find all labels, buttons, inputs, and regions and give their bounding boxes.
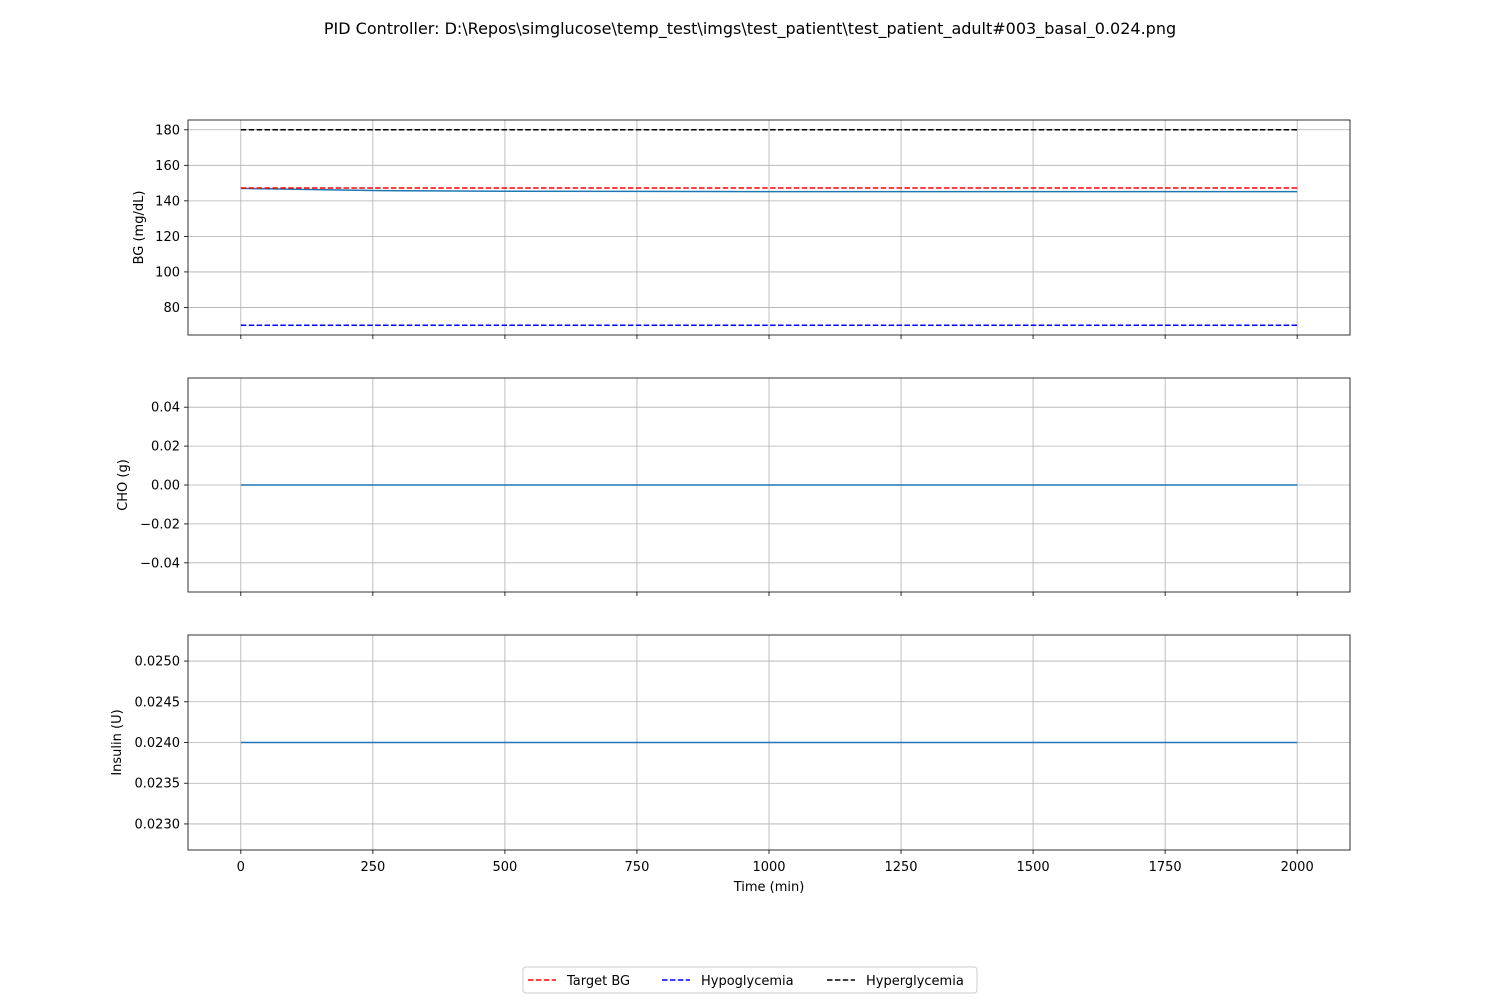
chart-title: PID Controller: D:\Repos\simglucose\temp… xyxy=(324,19,1176,39)
y-tick-label: −0.04 xyxy=(140,556,180,571)
y-tick-label: 0.0240 xyxy=(135,736,181,751)
x-tick-label: 0 xyxy=(237,860,245,875)
x-tick-label: 1500 xyxy=(1017,860,1050,875)
y-tick-label: 180 xyxy=(155,123,180,138)
subplot-3: 0.0230 0.0235 0.0240 0.0245 0.0250 Insulin (U… xyxy=(110,634,1351,854)
x-axis-label: Time (min) xyxy=(733,880,805,895)
axes-frame xyxy=(187,119,1351,336)
x-tick-label: 1250 xyxy=(884,860,917,875)
y-tick-label: 0.0245 xyxy=(135,695,181,710)
y-axis-label: Insulin (U) xyxy=(110,709,125,775)
x-tick-label: 1000 xyxy=(752,860,785,875)
x-tick-label: 2000 xyxy=(1281,860,1314,875)
subplot-1: 80 100 120 140 160 180 BG (mg/dL) xyxy=(132,119,1351,339)
axes-frame xyxy=(187,634,1351,851)
subplots: 80 100 120 140 160 180 BG (mg/dL) −0.04 −0.02 0.0… xyxy=(110,119,1351,854)
y-tick-label: 0.04 xyxy=(151,401,180,416)
y-tick-label: 80 xyxy=(163,301,180,316)
legend-label: Hypoglycemia xyxy=(701,974,794,989)
legend-label: Target BG xyxy=(566,974,630,989)
y-tick-label: 0.02 xyxy=(151,440,180,455)
x-tick-label: 750 xyxy=(625,860,650,875)
y-tick-label: 120 xyxy=(155,230,180,245)
x-tick-label: 250 xyxy=(360,860,385,875)
y-tick-label: 0.0250 xyxy=(135,655,181,670)
y-tick-label: 160 xyxy=(155,159,180,174)
y-tick-label: 0.00 xyxy=(151,479,180,494)
axes-frame xyxy=(187,377,1351,593)
y-tick-label: 100 xyxy=(155,265,180,280)
y-tick-label: 0.0230 xyxy=(135,817,181,832)
subplot-2: −0.04 −0.02 0.00 0.02 0.04 CHO (g) xyxy=(116,377,1351,596)
y-tick-label: 140 xyxy=(155,194,180,209)
y-axis-label: CHO (g) xyxy=(116,459,131,511)
y-tick-label: −0.02 xyxy=(140,517,180,532)
legend-label: Hyperglycemia xyxy=(866,974,964,989)
x-axis: 0 250 500 750 1000 1250 1500 1750 2000 xyxy=(237,860,1314,875)
y-axis-label: BG (mg/dL) xyxy=(132,191,147,265)
legend: Target BG Hypoglycemia Hyperglycemia xyxy=(522,966,978,994)
series-line xyxy=(240,187,1298,193)
legend-frame xyxy=(522,966,978,994)
x-tick-label: 1750 xyxy=(1149,860,1182,875)
x-tick-label: 500 xyxy=(492,860,517,875)
y-tick-label: 0.0235 xyxy=(135,777,181,792)
